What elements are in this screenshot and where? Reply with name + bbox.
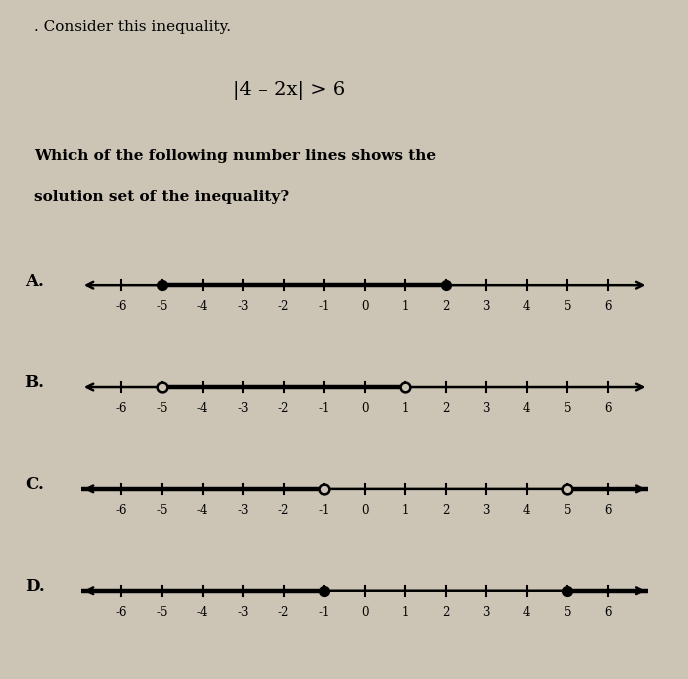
Text: -6: -6 <box>116 402 127 415</box>
Text: -5: -5 <box>156 402 168 415</box>
Text: C.: C. <box>25 476 45 494</box>
Text: -4: -4 <box>197 402 208 415</box>
Text: D.: D. <box>25 578 45 595</box>
Text: 5: 5 <box>563 504 571 517</box>
Text: -6: -6 <box>116 504 127 517</box>
Text: 6: 6 <box>604 402 612 415</box>
Text: 1: 1 <box>402 300 409 313</box>
Text: -6: -6 <box>116 300 127 313</box>
Text: 5: 5 <box>563 606 571 619</box>
Text: -5: -5 <box>156 300 168 313</box>
Text: 2: 2 <box>442 504 449 517</box>
Text: -5: -5 <box>156 606 168 619</box>
Text: -1: -1 <box>319 606 330 619</box>
Text: solution set of the inequality?: solution set of the inequality? <box>34 190 290 204</box>
Text: -2: -2 <box>278 300 289 313</box>
Text: 1: 1 <box>402 402 409 415</box>
Text: -3: -3 <box>237 300 249 313</box>
Text: -1: -1 <box>319 300 330 313</box>
Text: 5: 5 <box>563 402 571 415</box>
Text: -2: -2 <box>278 606 289 619</box>
Text: 6: 6 <box>604 504 612 517</box>
Text: 4: 4 <box>523 606 530 619</box>
Text: -1: -1 <box>319 504 330 517</box>
Text: 2: 2 <box>442 402 449 415</box>
Text: 2: 2 <box>442 300 449 313</box>
Text: -3: -3 <box>237 606 249 619</box>
Text: 0: 0 <box>361 504 368 517</box>
Text: |4 – 2x| > 6: |4 – 2x| > 6 <box>233 81 345 100</box>
Text: 1: 1 <box>402 606 409 619</box>
Text: -4: -4 <box>197 300 208 313</box>
Text: -4: -4 <box>197 606 208 619</box>
Text: 6: 6 <box>604 300 612 313</box>
Text: 3: 3 <box>482 504 490 517</box>
Text: 0: 0 <box>361 606 368 619</box>
Text: -5: -5 <box>156 504 168 517</box>
Text: -6: -6 <box>116 606 127 619</box>
Text: -2: -2 <box>278 402 289 415</box>
Text: -4: -4 <box>197 504 208 517</box>
Text: 3: 3 <box>482 606 490 619</box>
Text: 6: 6 <box>604 606 612 619</box>
Text: -1: -1 <box>319 402 330 415</box>
Text: B.: B. <box>25 374 45 392</box>
Text: 4: 4 <box>523 300 530 313</box>
Text: A.: A. <box>25 272 45 290</box>
Text: 4: 4 <box>523 402 530 415</box>
Text: -3: -3 <box>237 504 249 517</box>
Text: 3: 3 <box>482 402 490 415</box>
Text: -3: -3 <box>237 402 249 415</box>
Text: 5: 5 <box>563 300 571 313</box>
Text: 1: 1 <box>402 504 409 517</box>
Text: -2: -2 <box>278 504 289 517</box>
Text: Which of the following number lines shows the: Which of the following number lines show… <box>34 149 436 164</box>
Text: 0: 0 <box>361 300 368 313</box>
Text: . Consider this inequality.: . Consider this inequality. <box>34 20 231 35</box>
Text: 3: 3 <box>482 300 490 313</box>
Text: 0: 0 <box>361 402 368 415</box>
Text: 2: 2 <box>442 606 449 619</box>
Text: 4: 4 <box>523 504 530 517</box>
